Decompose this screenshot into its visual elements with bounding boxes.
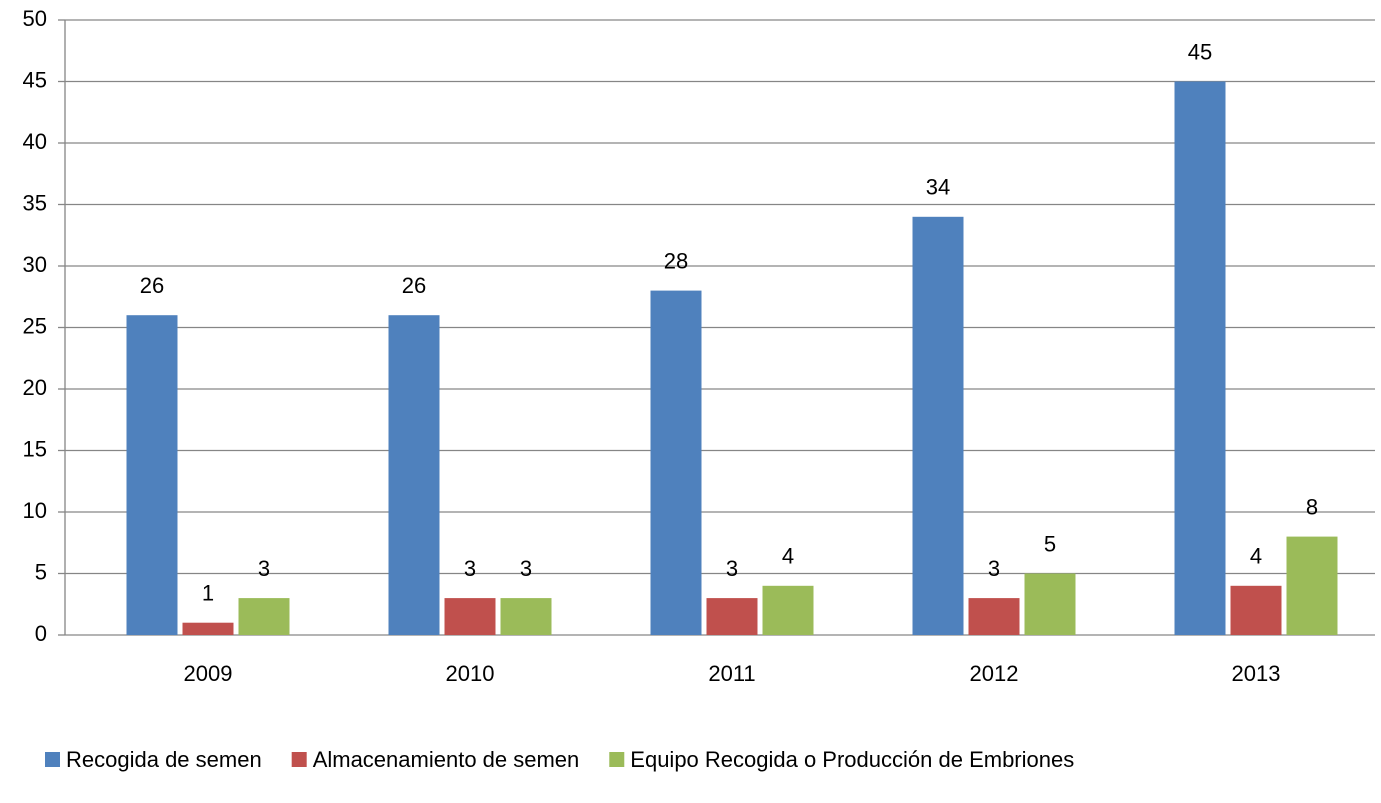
bar [388, 315, 440, 635]
bar [500, 598, 552, 635]
x-tick-label: 2013 [1232, 661, 1281, 686]
bar [1230, 585, 1282, 635]
bar [706, 598, 758, 635]
data-label: 28 [664, 248, 688, 273]
legend-swatch [609, 752, 625, 767]
x-tick-label: 2010 [446, 661, 495, 686]
x-tick-label: 2011 [708, 661, 755, 686]
data-label: 8 [1306, 494, 1318, 519]
bar [126, 315, 178, 635]
legend-label: Almacenamiento de semen [313, 747, 580, 772]
y-tick-label: 20 [23, 375, 47, 400]
y-tick-label: 5 [35, 559, 47, 584]
bar [1174, 81, 1226, 635]
data-label: 4 [782, 544, 794, 569]
legend-swatch [291, 752, 307, 767]
bar [762, 585, 814, 635]
bar [182, 622, 234, 635]
legend-label: Recogida de semen [66, 747, 262, 772]
data-label: 26 [402, 273, 426, 298]
legend-label: Equipo Recogida o Producción de Embrione… [630, 747, 1074, 772]
bar [1286, 536, 1338, 635]
y-tick-label: 30 [23, 252, 47, 277]
y-tick-label: 10 [23, 498, 47, 523]
x-tick-label: 2012 [970, 661, 1019, 686]
data-label: 4 [1250, 544, 1262, 569]
y-tick-label: 25 [23, 313, 47, 338]
y-tick-label: 0 [35, 621, 47, 646]
y-tick-label: 15 [23, 436, 47, 461]
data-label: 5 [1044, 531, 1056, 556]
data-label: 3 [726, 556, 738, 581]
data-label: 3 [520, 556, 532, 581]
data-label: 3 [464, 556, 476, 581]
y-tick-label: 40 [23, 129, 47, 154]
bar [238, 598, 290, 635]
data-label: 3 [258, 556, 270, 581]
data-label: 45 [1188, 39, 1212, 64]
bar [650, 290, 702, 635]
y-tick-label: 50 [23, 6, 47, 31]
legend-swatch [45, 752, 60, 767]
bar [912, 216, 964, 636]
data-label: 34 [926, 175, 950, 200]
data-label: 3 [988, 556, 1000, 581]
y-tick-label: 45 [23, 67, 47, 92]
x-tick-label: 2009 [184, 661, 233, 686]
bar [444, 598, 496, 635]
y-tick-label: 35 [23, 190, 47, 215]
bar [968, 598, 1020, 635]
data-label: 1 [202, 581, 214, 606]
bar [1024, 573, 1076, 635]
data-label: 26 [140, 273, 164, 298]
